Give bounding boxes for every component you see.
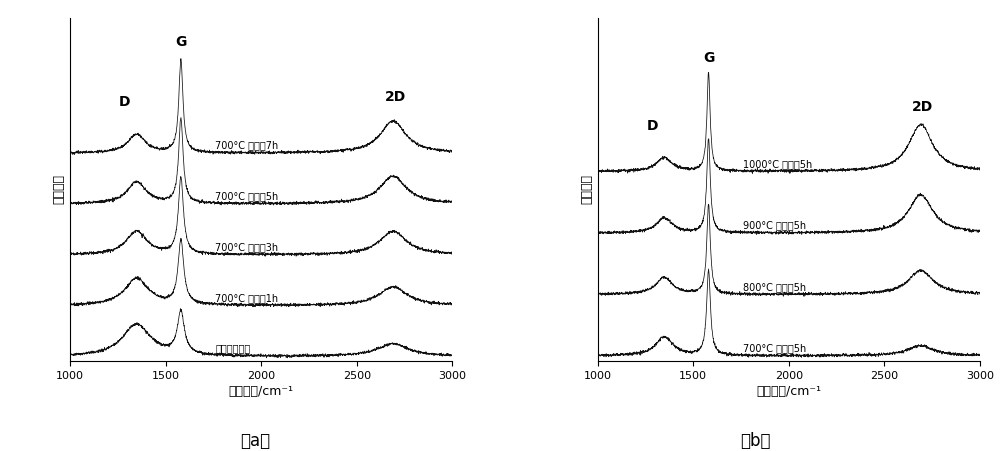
Y-axis label: 相对强度: 相对强度 <box>580 175 593 204</box>
Text: 1000°C 热处礆5h: 1000°C 热处礆5h <box>743 159 812 169</box>
Text: 2D: 2D <box>384 90 406 104</box>
Text: 不进行热处理: 不进行热处理 <box>215 344 251 354</box>
Text: 700°C 热处礆7h: 700°C 热处礆7h <box>215 140 279 150</box>
Text: D: D <box>119 95 130 109</box>
Text: G: G <box>703 51 715 65</box>
Text: 700°C 热处礆3h: 700°C 热处礆3h <box>215 242 278 252</box>
Text: 2D: 2D <box>912 100 933 114</box>
Text: G: G <box>176 35 187 49</box>
Text: 700°C 热处礆1h: 700°C 热处礆1h <box>215 293 278 303</box>
X-axis label: 拉曼位移/cm⁻¹: 拉曼位移/cm⁻¹ <box>229 385 294 398</box>
Text: 700°C 热处礆5h: 700°C 热处礆5h <box>215 191 279 201</box>
Text: D: D <box>646 120 658 133</box>
Text: 900°C 热处礆5h: 900°C 热处礆5h <box>743 220 806 230</box>
Text: （a）: （a） <box>240 433 270 451</box>
X-axis label: 拉曼位移/cm⁻¹: 拉曼位移/cm⁻¹ <box>756 385 821 398</box>
Y-axis label: 相对强度: 相对强度 <box>53 175 66 204</box>
Text: （b）: （b） <box>740 433 770 451</box>
Text: 800°C 热处礆5h: 800°C 热处礆5h <box>743 282 806 292</box>
Text: 700°C 热处礆5h: 700°C 热处礆5h <box>743 343 806 354</box>
